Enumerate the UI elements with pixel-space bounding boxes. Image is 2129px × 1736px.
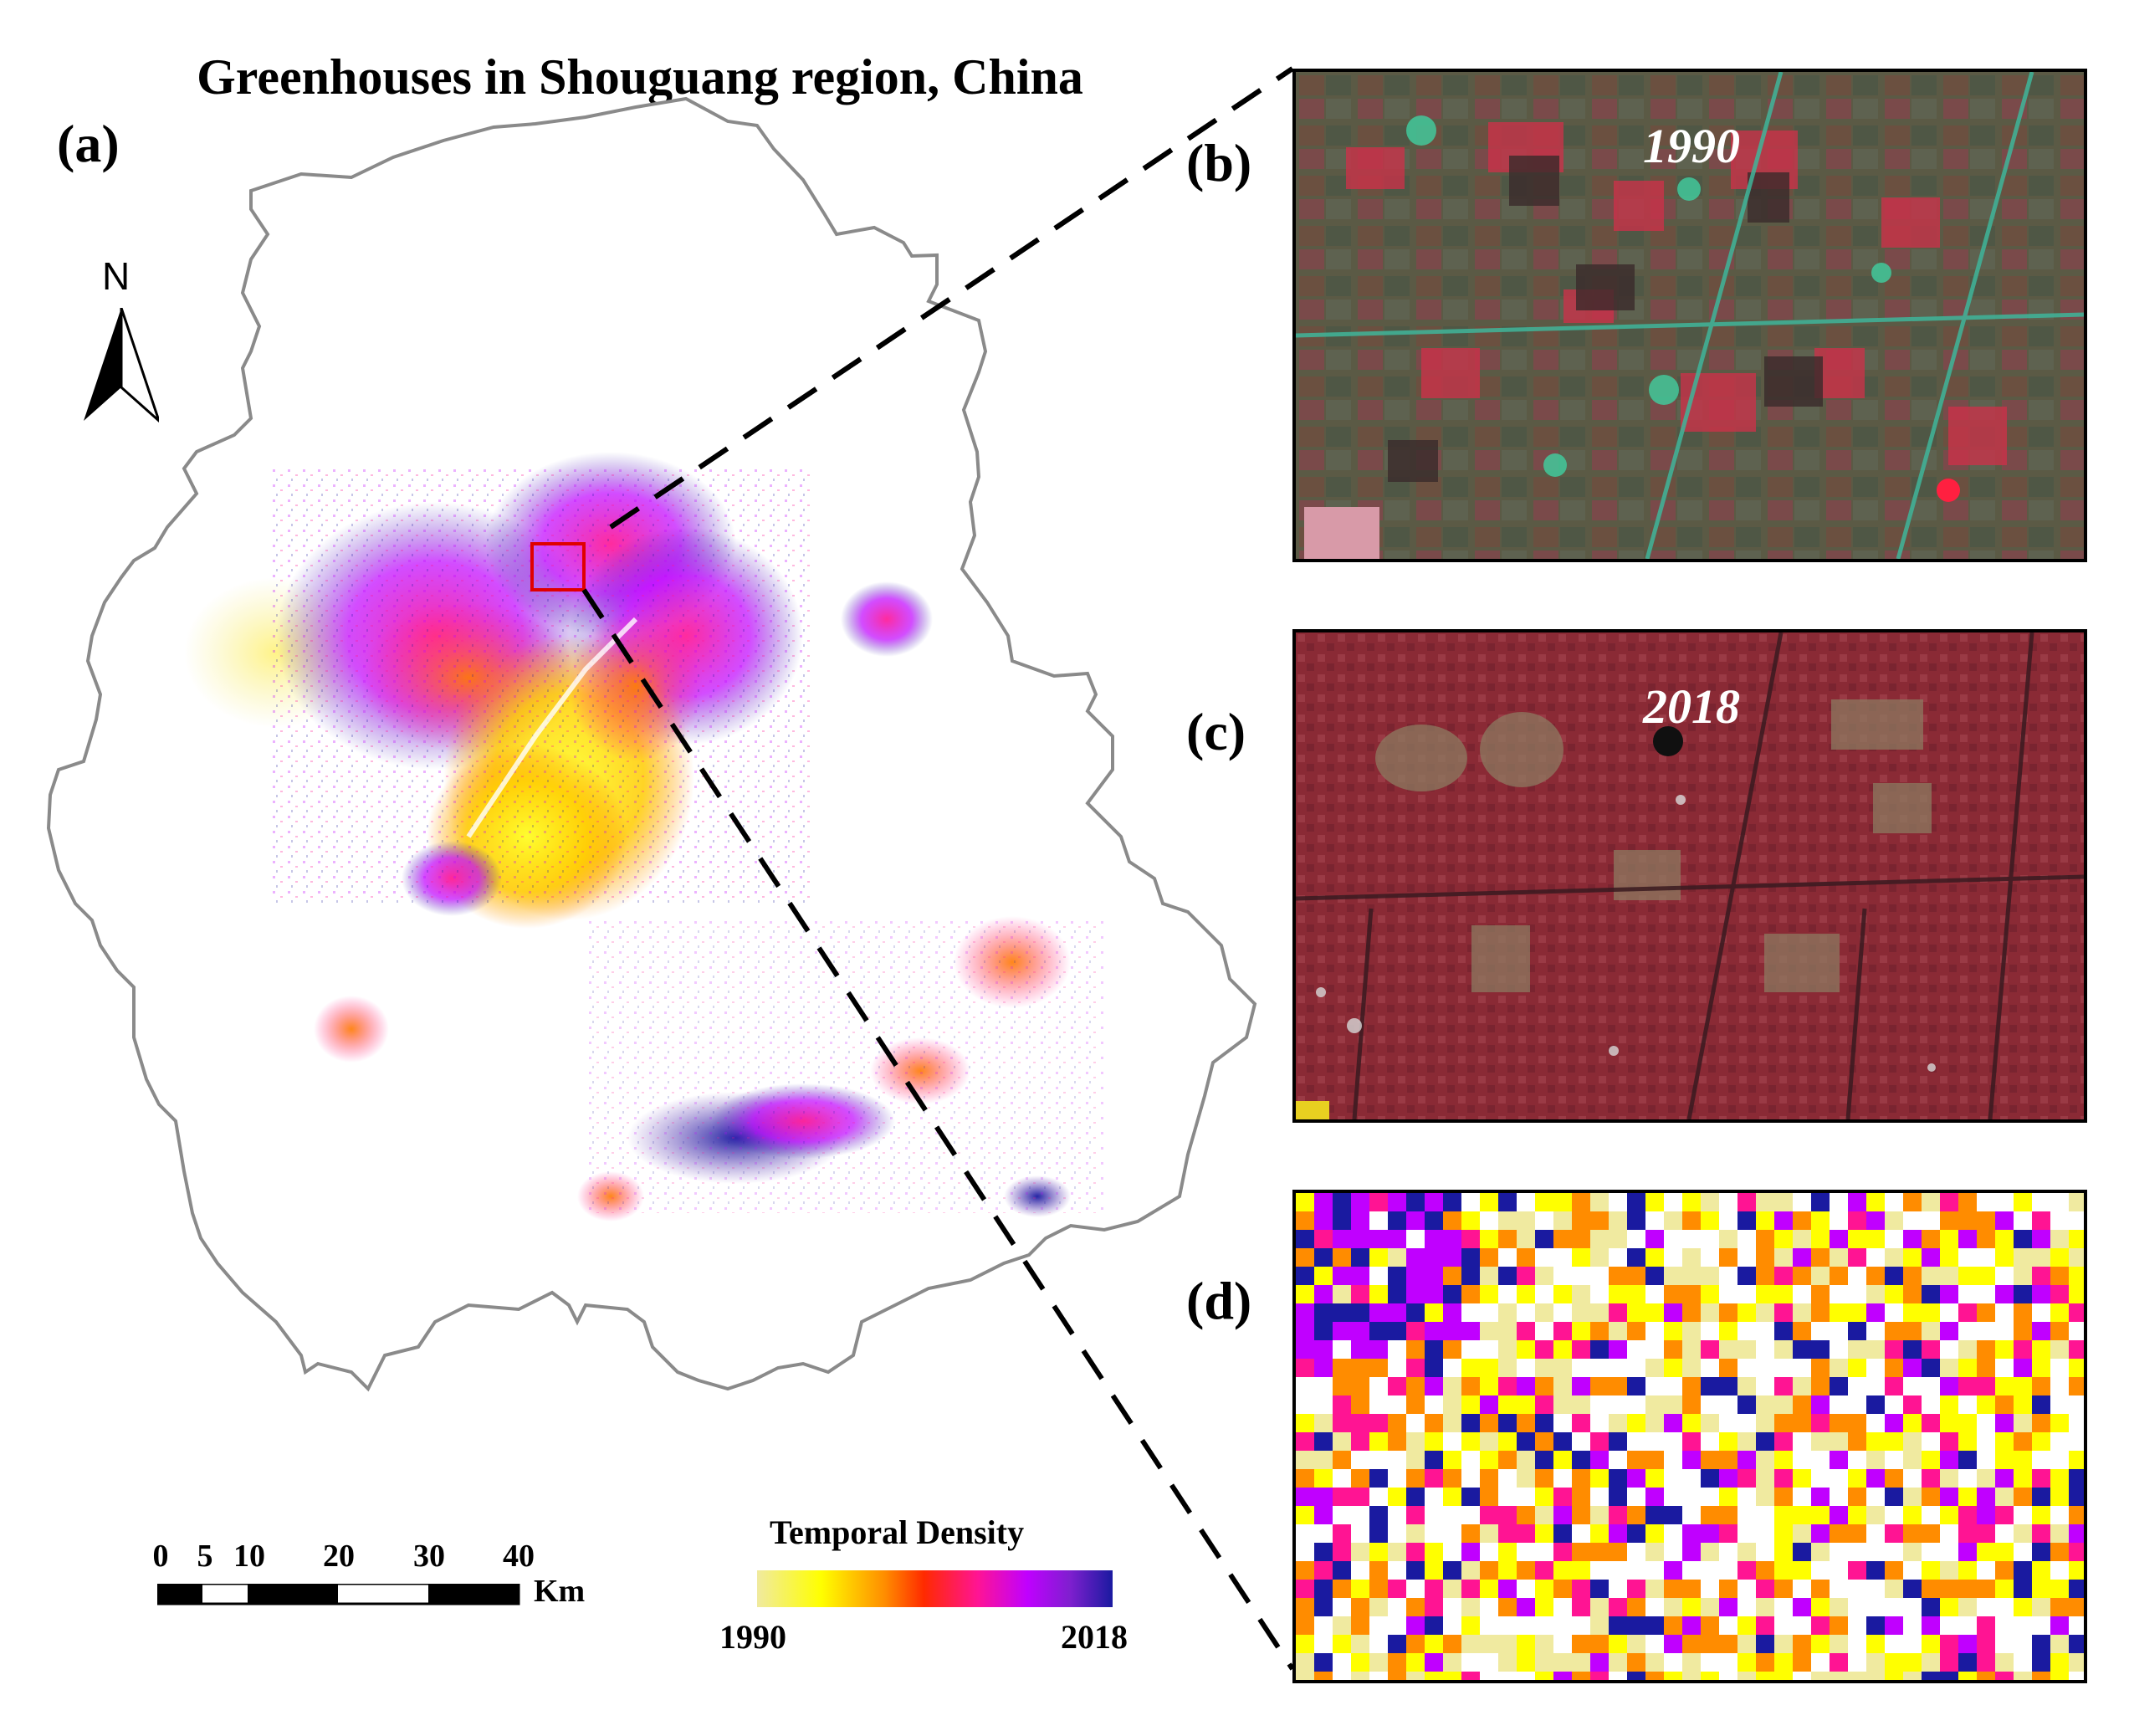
study-area-box	[530, 542, 586, 591]
scale-bar	[157, 1584, 520, 1605]
inset-d-classification	[1292, 1190, 2087, 1683]
panel-label-d: (d)	[1186, 1271, 1252, 1330]
scale-tick-label: 5	[197, 1539, 213, 1574]
legend-title: Temporal Density	[770, 1513, 1025, 1551]
scale-tick-label: 0	[152, 1539, 169, 1574]
greenhouse-density-layer	[184, 452, 1104, 1221]
panel-label-b: (b)	[1186, 133, 1252, 192]
legend-max-label: 2018	[1061, 1618, 1128, 1656]
scale-tick-label: 10	[233, 1539, 265, 1574]
inset-b-1990: 1990	[1292, 69, 2087, 562]
scale-tick-label: 20	[323, 1539, 355, 1574]
scale-unit: Km	[534, 1574, 586, 1609]
panel-label-c: (c)	[1186, 702, 1246, 761]
north-arrow-icon	[84, 308, 159, 423]
legend-min-label: 1990	[719, 1618, 786, 1656]
inset-c-year: 2018	[1643, 679, 1740, 734]
legend-color-ramp	[757, 1570, 1113, 1607]
scale-tick-label: 30	[413, 1539, 445, 1574]
figure-title: Greenhouses in Shouguang region, China	[197, 49, 1083, 105]
panel-label-a: (a)	[57, 114, 120, 173]
scale-tick-label: 40	[503, 1539, 535, 1574]
north-label: N	[102, 254, 131, 298]
inset-b-year: 1990	[1643, 119, 1740, 173]
main-map	[46, 66, 1292, 1392]
inset-c-2018: 2018	[1292, 629, 2087, 1123]
